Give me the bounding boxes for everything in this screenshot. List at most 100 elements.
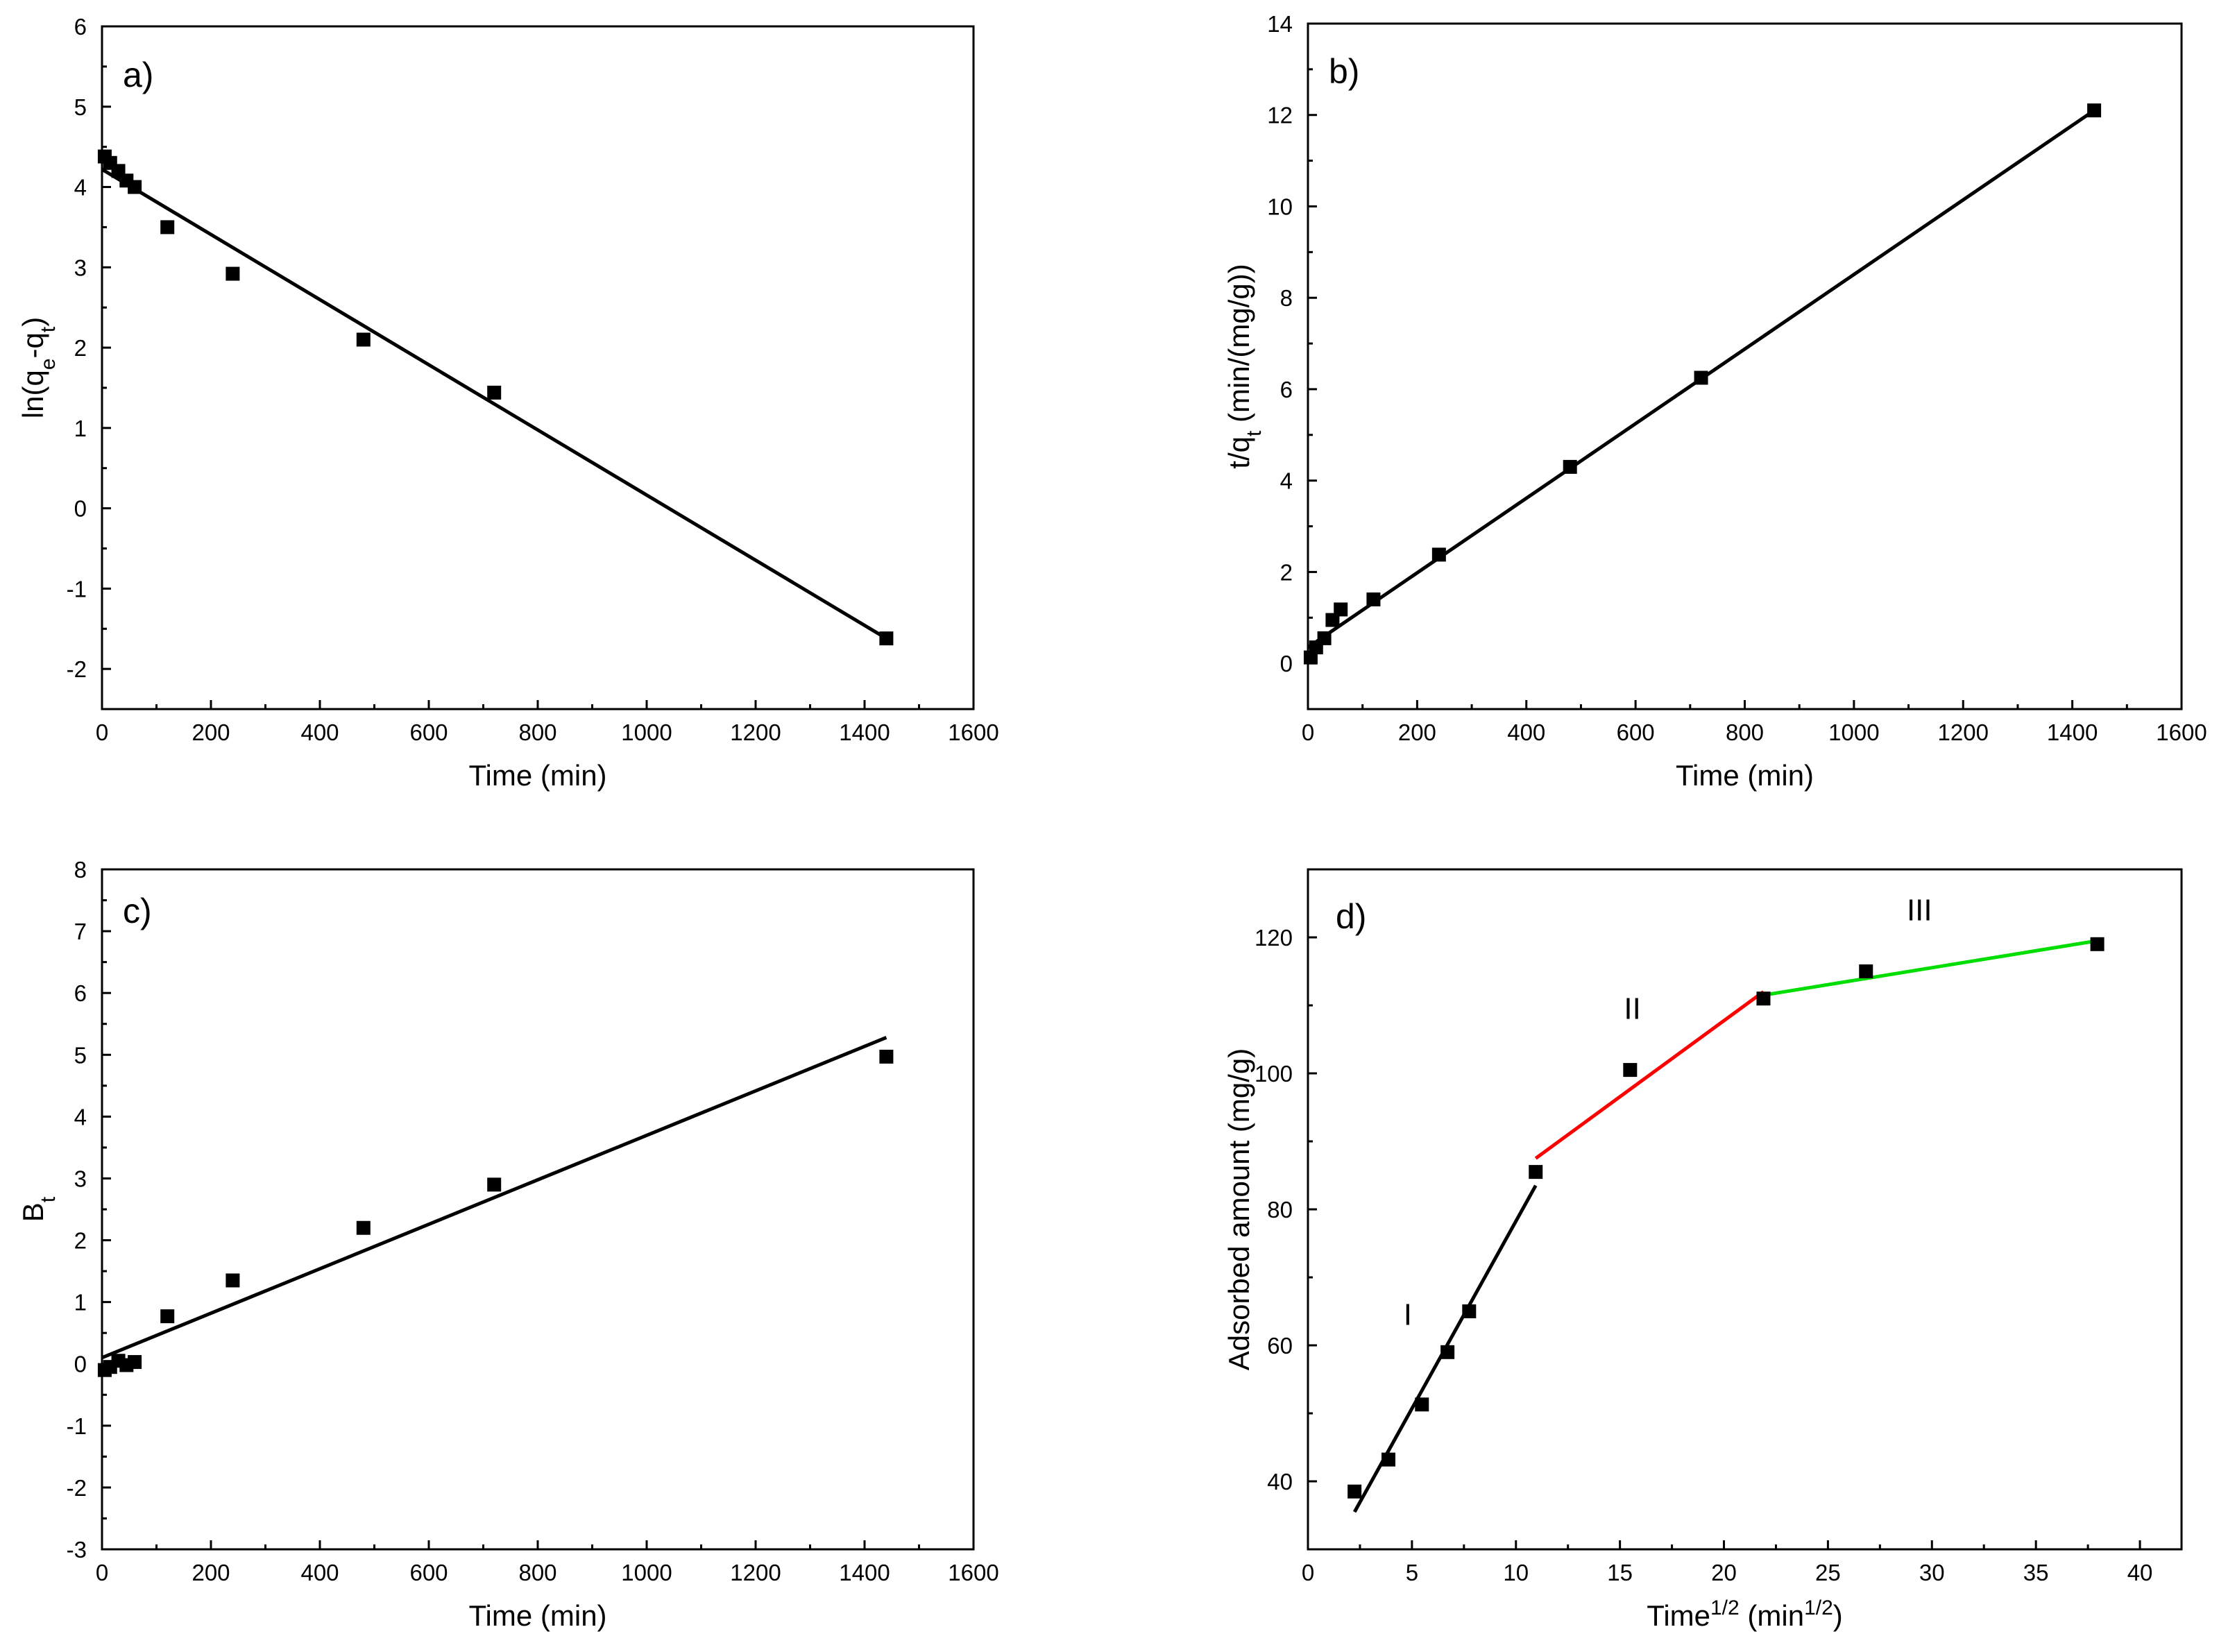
fit-line <box>101 167 887 640</box>
region-label: III <box>1907 894 1932 928</box>
y-tick-label: 4 <box>74 175 87 201</box>
data-point <box>879 1049 894 1064</box>
x-tick-label: 600 <box>1617 719 1655 745</box>
x-tick-label: 200 <box>192 1560 230 1585</box>
data-point <box>1366 592 1381 606</box>
region-label: I <box>1404 1298 1412 1332</box>
data-point <box>128 1355 142 1370</box>
data-point <box>1623 1063 1638 1078</box>
y-tick-label: 12 <box>1267 103 1293 128</box>
x-tick-label: 20 <box>1711 1560 1737 1585</box>
y-tick-label: 3 <box>74 255 87 280</box>
y-tick-label: 2 <box>74 335 87 361</box>
y-tick-label: 6 <box>74 980 87 1006</box>
x-tick-label: 0 <box>1302 1560 1314 1585</box>
data-point <box>1334 602 1348 617</box>
y-tick-label: 0 <box>74 496 87 522</box>
y-tick-label: 1 <box>74 416 87 441</box>
y-tick-label: 7 <box>74 919 87 944</box>
x-tick-label: 600 <box>409 719 448 745</box>
data-point <box>1563 459 1577 474</box>
x-tick-label: 1200 <box>730 719 781 745</box>
y-tick-label: 5 <box>74 94 87 120</box>
x-tick-label: 15 <box>1607 1560 1633 1585</box>
x-axis-title: Time (min) <box>468 1599 606 1632</box>
data-point <box>1859 964 1873 978</box>
x-tick-label: 30 <box>1919 1560 1945 1585</box>
y-tick-label: 60 <box>1267 1333 1293 1359</box>
x-tick-label: 40 <box>2127 1560 2153 1585</box>
region-label: II <box>1624 992 1640 1026</box>
data-point <box>487 1177 502 1192</box>
y-tick-label: 8 <box>1280 285 1293 311</box>
x-tick-label: 400 <box>300 719 339 745</box>
panel-a: 0 200 400 600 800 1000 1200 1400 1600 -2 -1 0 1 2 3 4 5 6… <box>17 14 999 792</box>
data-point <box>160 1309 175 1324</box>
x-tick-label: 400 <box>1507 719 1545 745</box>
y-tick-label: 5 <box>74 1042 87 1068</box>
data-point <box>879 631 894 646</box>
x-tick-label: 1200 <box>1938 719 1989 745</box>
data-point <box>2090 937 2105 951</box>
data-point <box>1462 1304 1477 1318</box>
y-tick-label: -2 <box>67 656 87 682</box>
y-axis-title: t/qt (min/(mg/g)) <box>1223 264 1266 468</box>
x-tick-label: 1000 <box>1828 719 1879 745</box>
plot-frame <box>1307 868 2183 1551</box>
data-point <box>1325 613 1340 627</box>
y-tick-label: 40 <box>1267 1469 1293 1495</box>
x-tick-label: 5 <box>1406 1560 1418 1585</box>
y-axis-title: Adsorbed amount (mg/g) <box>1223 1048 1255 1371</box>
y-tick-label: 100 <box>1255 1061 1293 1087</box>
x-tick-label: 400 <box>300 1560 339 1585</box>
y-tick-label: 80 <box>1267 1197 1293 1223</box>
y-axis-title: ln(qe-qt) <box>17 317 60 418</box>
x-tick-label: 1000 <box>621 1560 672 1585</box>
x-tick-label: 1400 <box>839 719 890 745</box>
data-point <box>128 180 142 194</box>
fit-line <box>101 1036 887 1360</box>
data-point <box>1317 631 1332 645</box>
panel-d: 0 5 10 15 20 25 30 35 40 40 60 80 100 120 Time1/2 (min… <box>1223 868 2183 1633</box>
panel-label: b) <box>1329 52 1359 91</box>
y-tick-label: -1 <box>67 1413 87 1439</box>
x-tick-label: 0 <box>96 1560 108 1585</box>
x-tick-label: 600 <box>409 1560 448 1585</box>
y-tick-label: -3 <box>67 1537 87 1562</box>
x-tick-label: 1400 <box>2047 719 2098 745</box>
y-tick-label: 6 <box>1280 377 1293 402</box>
fit-line-red <box>1534 990 1765 1160</box>
y-tick-label: 14 <box>1267 11 1293 37</box>
data-point <box>487 385 502 400</box>
data-point <box>356 1220 371 1235</box>
x-tick-label: 10 <box>1503 1560 1529 1585</box>
x-tick-label: 1600 <box>2156 719 2207 745</box>
plot-frame <box>101 25 975 710</box>
data-point <box>1347 1484 1362 1499</box>
data-point <box>226 266 240 281</box>
y-tick-label: -2 <box>67 1475 87 1501</box>
x-tick-label: 800 <box>518 719 556 745</box>
y-tick-label: 3 <box>74 1166 87 1191</box>
data-point <box>226 1273 240 1288</box>
data-point <box>1415 1397 1429 1412</box>
x-tick-label: 1600 <box>948 1560 998 1585</box>
x-tick-label: 0 <box>96 719 108 745</box>
data-point <box>1431 547 1446 562</box>
data-point <box>1529 1165 1543 1180</box>
y-tick-label: -1 <box>67 576 87 602</box>
data-point <box>1440 1345 1455 1359</box>
x-tick-label: 35 <box>2023 1560 2049 1585</box>
fit-line-green <box>1763 939 2098 997</box>
data-point <box>160 220 175 235</box>
panel-c: 0 200 400 600 800 1000 1200 1400 1600 -3 -2 -1 0 1 2 3 4… <box>17 857 999 1632</box>
y-tick-label: 1 <box>74 1290 87 1315</box>
data-point <box>1694 371 1708 385</box>
panel-b: 0 200 400 600 800 1000 1200 1400 1600 0 2 4 6 8 10 12 14… <box>1223 11 2207 792</box>
y-tick-label: 10 <box>1267 194 1293 219</box>
data-point <box>1381 1452 1396 1467</box>
x-axis-title: Time1/2 (min1/2) <box>1647 1596 1843 1633</box>
x-tick-label: 200 <box>192 719 230 745</box>
y-tick-label: 0 <box>74 1352 87 1377</box>
